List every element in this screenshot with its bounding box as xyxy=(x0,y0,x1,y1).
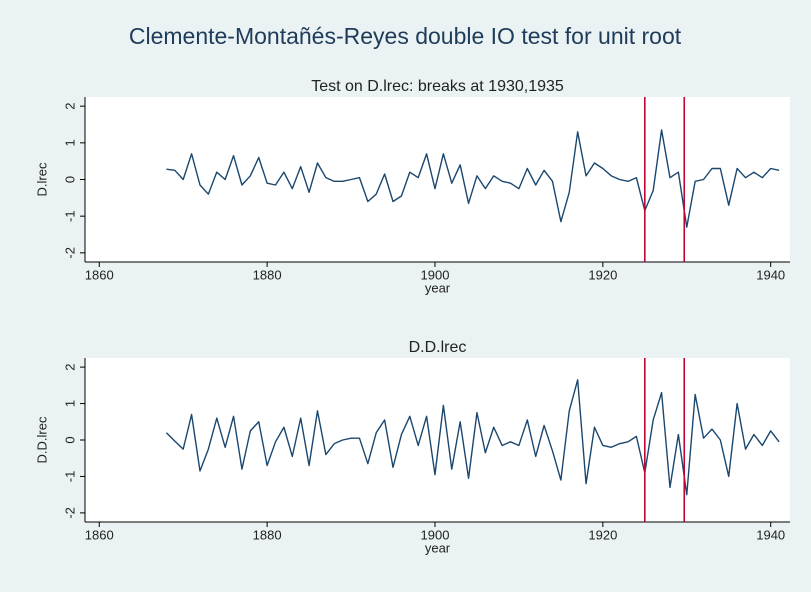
y-tick-label: 1 xyxy=(62,139,77,146)
y-axis-title: D.D.lrec xyxy=(34,416,49,463)
y-tick-label: 1 xyxy=(62,400,77,407)
x-tick-label: 1900 xyxy=(421,267,450,282)
main-title: Clemente-Montañés-Reyes double IO test f… xyxy=(129,23,682,49)
x-axis-title: year xyxy=(425,540,451,555)
y-axis-title: D.lrec xyxy=(34,162,49,196)
panel-title: Test on D.lrec: breaks at 1930,1935 xyxy=(311,78,564,95)
y-tick-label: -2 xyxy=(62,247,77,259)
x-tick-label: 1940 xyxy=(756,267,785,282)
panel-title: D.D.lrec xyxy=(409,339,467,356)
y-tick-label: 2 xyxy=(62,363,77,370)
plot-area xyxy=(85,358,790,522)
y-tick-label: -1 xyxy=(62,471,77,483)
x-tick-label: 1880 xyxy=(253,267,282,282)
y-tick-label: -1 xyxy=(62,210,77,222)
data-line xyxy=(165,379,780,496)
y-tick-label: 0 xyxy=(62,176,77,183)
data-line xyxy=(166,129,780,228)
y-tick-label: -2 xyxy=(62,507,77,519)
y-tick-label: 0 xyxy=(62,436,77,443)
x-tick-label: 1880 xyxy=(253,527,282,542)
x-tick-label: 1940 xyxy=(756,527,785,542)
x-tick-label: 1860 xyxy=(85,527,114,542)
x-axis-title: year xyxy=(425,280,451,295)
x-tick-label: 1920 xyxy=(588,267,617,282)
x-tick-label: 1860 xyxy=(85,267,114,282)
x-tick-label: 1920 xyxy=(588,527,617,542)
x-tick-label: 1900 xyxy=(421,527,450,542)
y-tick-label: 2 xyxy=(62,103,77,110)
